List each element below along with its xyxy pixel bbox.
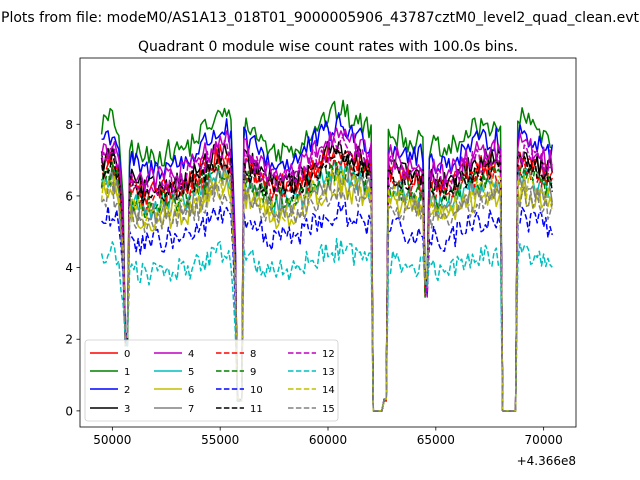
legend-label-5: 5 bbox=[188, 367, 194, 378]
legend-label-8: 8 bbox=[250, 349, 256, 360]
y-tick-label: 2 bbox=[65, 333, 73, 347]
chart-title: Quadrant 0 module wise count rates with … bbox=[138, 39, 518, 55]
y-tick-label: 6 bbox=[65, 189, 73, 203]
legend-label-13: 13 bbox=[322, 367, 335, 378]
series-line-9 bbox=[100, 160, 553, 412]
y-tick-label: 0 bbox=[65, 404, 73, 418]
y-tick-label: 4 bbox=[65, 261, 73, 275]
legend-label-9: 9 bbox=[250, 367, 256, 378]
legend-label-6: 6 bbox=[188, 385, 194, 396]
x-tick-label: 70000 bbox=[525, 433, 563, 447]
legend-label-7: 7 bbox=[188, 404, 194, 415]
series-line-4 bbox=[100, 127, 554, 412]
x-tick-label: 55000 bbox=[201, 433, 239, 447]
series-line-2 bbox=[101, 112, 554, 412]
x-tick-label: 50000 bbox=[93, 433, 131, 447]
x-axis-ticks: 50000 55000 60000 65000 70000 bbox=[93, 427, 563, 447]
legend-label-2: 2 bbox=[124, 385, 130, 396]
series-line-12 bbox=[100, 134, 553, 412]
series-line-13 bbox=[100, 237, 553, 412]
legend-label-3: 3 bbox=[124, 404, 130, 415]
legend-label-14: 14 bbox=[322, 385, 335, 396]
y-tick-label: 8 bbox=[65, 118, 73, 132]
x-tick-label: 60000 bbox=[309, 433, 347, 447]
legend-label-4: 4 bbox=[188, 349, 194, 360]
legend-box bbox=[84, 339, 339, 422]
legend-label-10: 10 bbox=[250, 385, 263, 396]
series-line-11 bbox=[100, 147, 554, 412]
legend-label-0: 0 bbox=[124, 349, 130, 360]
legend-label-12: 12 bbox=[322, 349, 335, 360]
legend-label-15: 15 bbox=[322, 404, 335, 415]
plot-lines bbox=[100, 99, 554, 412]
figure-suptitle: Plots from file: modeM0/AS1A13_018T01_90… bbox=[1, 10, 639, 26]
series-line-14 bbox=[100, 168, 554, 412]
legend-label-11: 11 bbox=[250, 404, 263, 415]
x-tick-label: 65000 bbox=[417, 433, 455, 447]
series-line-10 bbox=[101, 201, 554, 412]
y-axis-ticks: 0 2 4 6 8 bbox=[65, 118, 80, 418]
x-axis-offset-label: +4.366e8 bbox=[517, 454, 576, 468]
series-line-15 bbox=[100, 182, 554, 412]
legend-label-1: 1 bbox=[124, 367, 130, 378]
